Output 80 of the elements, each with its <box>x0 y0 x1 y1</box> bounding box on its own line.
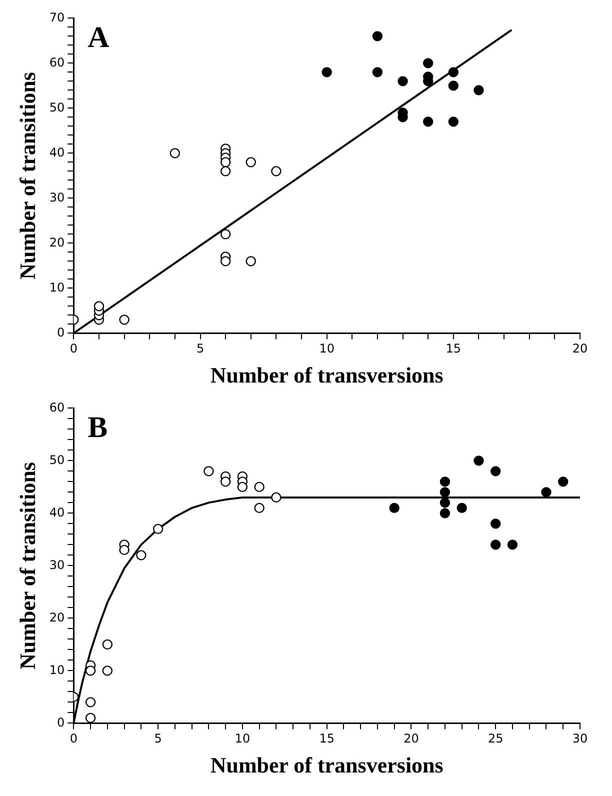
chart-title: B <box>88 410 108 444</box>
x-tick-label: 15 <box>319 732 334 746</box>
point <box>448 80 459 91</box>
point <box>119 314 130 325</box>
point <box>507 540 518 550</box>
x-axis-title: Number of transversions <box>210 752 444 778</box>
point <box>440 508 450 518</box>
point <box>558 476 568 487</box>
y-tick-label: 0 <box>57 325 65 340</box>
point <box>474 456 484 466</box>
x-tick-label: 25 <box>488 732 504 746</box>
point <box>237 482 248 492</box>
point <box>204 466 214 476</box>
y-tick-label: 10 <box>49 662 65 677</box>
x-tick-label: 20 <box>572 342 588 356</box>
point <box>456 502 467 514</box>
point <box>220 157 231 168</box>
y-tick-label: 60 <box>49 400 65 414</box>
chart-title: A <box>88 20 110 54</box>
point <box>85 666 96 676</box>
point <box>490 466 501 476</box>
y-tick-label: 20 <box>49 235 65 250</box>
x-tick-label: 10 <box>319 342 334 356</box>
point <box>85 712 96 724</box>
x-tick-label: 5 <box>154 732 162 746</box>
point <box>119 544 130 556</box>
point <box>254 482 264 492</box>
point <box>102 639 113 650</box>
point <box>254 502 264 514</box>
point <box>448 67 459 78</box>
point <box>474 85 484 96</box>
y-tick-label: 30 <box>49 190 65 204</box>
x-tick-label: 5 <box>196 342 204 356</box>
point <box>220 256 231 266</box>
point <box>398 76 408 86</box>
point <box>440 487 450 498</box>
point <box>490 518 501 529</box>
point <box>490 540 501 550</box>
x-tick-label: 15 <box>446 342 462 356</box>
y-tick-label: 20 <box>49 610 65 624</box>
point <box>152 524 164 534</box>
x-tick-label: 0 <box>70 342 78 356</box>
point <box>448 116 459 127</box>
point <box>271 166 282 176</box>
point <box>246 256 256 266</box>
point <box>423 58 434 68</box>
y-tick-label: 10 <box>49 280 65 294</box>
point <box>423 116 434 127</box>
point <box>102 666 113 676</box>
point <box>220 166 231 176</box>
y-tick-label: 40 <box>49 505 65 520</box>
x-tick-label: 20 <box>404 732 419 746</box>
y-tick-label: 60 <box>49 55 65 70</box>
y-tick-label: 50 <box>49 452 65 467</box>
y-tick-label: 70 <box>49 10 65 24</box>
x-tick-label: 0 <box>70 732 78 746</box>
point <box>136 550 146 560</box>
point <box>541 487 552 498</box>
point <box>440 498 450 508</box>
point <box>220 229 231 240</box>
point <box>440 476 450 487</box>
y-axis-title: Number of transitions <box>14 72 40 280</box>
x-axis-title: Number of transversions <box>210 362 444 388</box>
point <box>170 148 180 158</box>
point <box>372 67 383 78</box>
y-tick-label: 40 <box>49 145 65 160</box>
x-tick-label: 30 <box>572 732 588 746</box>
point <box>271 492 282 503</box>
y-axis-title: Number of transitions <box>14 462 40 670</box>
point <box>372 31 383 42</box>
point <box>220 476 231 487</box>
point <box>246 157 256 168</box>
point <box>94 301 104 312</box>
y-tick-label: 30 <box>49 558 65 572</box>
y-tick-label: 50 <box>49 100 65 114</box>
point <box>389 502 400 514</box>
point <box>85 697 96 708</box>
point <box>322 67 332 78</box>
x-tick-label: 10 <box>234 732 250 746</box>
y-tick-label: 0 <box>57 715 65 730</box>
